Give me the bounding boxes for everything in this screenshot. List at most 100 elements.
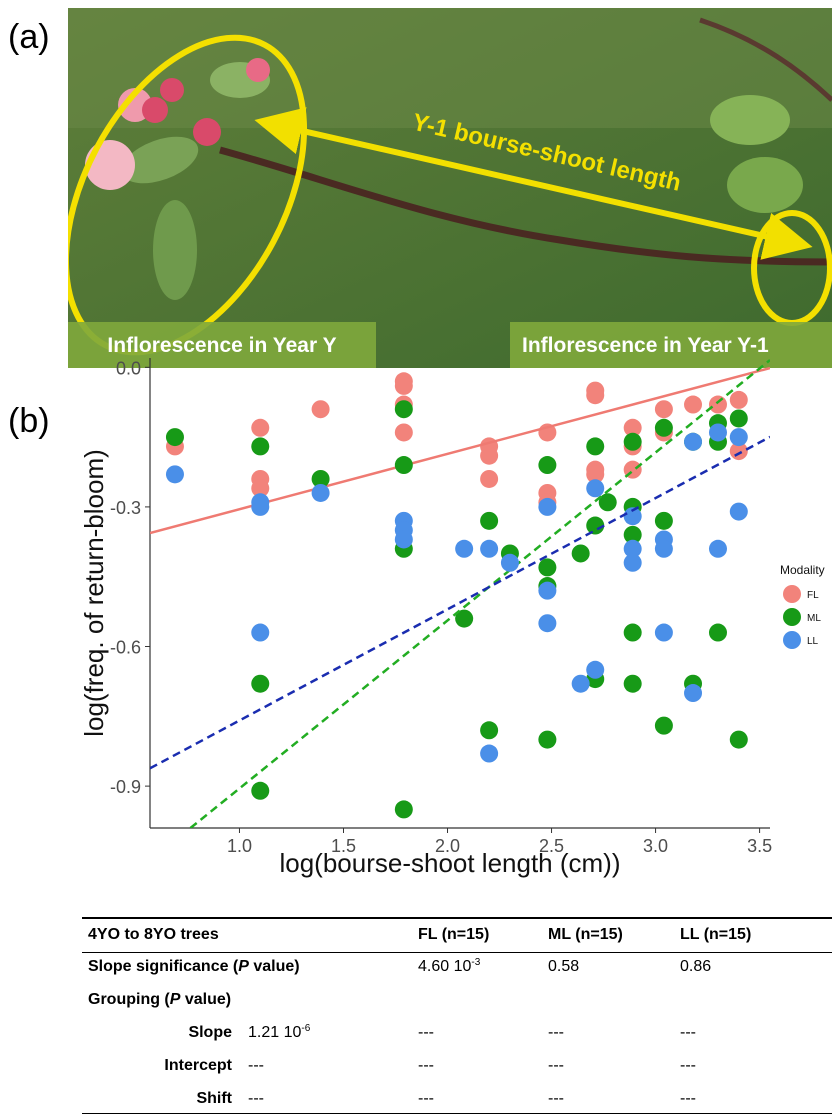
point <box>684 432 703 451</box>
x-tick-label: 1.5 <box>331 836 356 856</box>
table-cell: --- <box>680 1090 696 1107</box>
point <box>394 400 413 419</box>
x-tick-label: 3.0 <box>643 836 668 856</box>
point <box>538 730 557 749</box>
y-axis-title: log(freq. of return-bloom) <box>79 449 109 737</box>
point <box>654 400 673 419</box>
table-cell: --- <box>548 1090 564 1107</box>
table-cell: --- <box>548 1024 564 1041</box>
point <box>394 530 413 549</box>
point <box>729 428 748 447</box>
table-cell: --- <box>680 1024 696 1041</box>
point <box>654 716 673 735</box>
legend-label: ML <box>807 613 821 624</box>
table-cell: ML (n=15) <box>548 926 623 943</box>
point <box>538 558 557 577</box>
table-cell: --- <box>680 1057 696 1074</box>
photo-label: Inflorescence in Year Y-1 <box>522 334 769 357</box>
point <box>251 623 270 642</box>
point <box>251 437 270 456</box>
fit-line <box>150 366 770 535</box>
table-cell: LL (n=15) <box>680 926 752 943</box>
point <box>538 456 557 475</box>
table-cell: Intercept <box>164 1057 232 1074</box>
text-run: P <box>238 958 249 975</box>
point <box>311 469 330 488</box>
table-cell: FL (n=15) <box>418 926 490 943</box>
legend-label: FL <box>807 590 819 601</box>
point <box>623 525 642 544</box>
legend-label: LL <box>807 636 819 647</box>
text-run: 1.21 10 <box>248 1024 302 1041</box>
point <box>251 497 270 516</box>
point <box>311 483 330 502</box>
table-cell: --- <box>418 1024 434 1041</box>
legend-marker <box>783 585 801 603</box>
point <box>165 465 184 484</box>
point <box>708 539 727 558</box>
legend-marker <box>783 631 801 649</box>
y-tick-label: 0.0 <box>116 358 141 378</box>
text-run: -6 <box>301 1023 311 1034</box>
point <box>623 418 642 437</box>
legend-marker <box>783 608 801 626</box>
point <box>623 674 642 693</box>
point <box>455 609 474 628</box>
table-cell: 1.21 10-6 <box>248 1023 310 1043</box>
point <box>729 730 748 749</box>
point <box>394 456 413 475</box>
point <box>586 516 605 535</box>
point <box>586 465 605 484</box>
point <box>684 684 703 703</box>
point <box>394 423 413 442</box>
table-cell: Slope significance (P value) <box>88 957 300 977</box>
table-rule <box>82 917 832 919</box>
table-cell: Shift <box>196 1090 232 1107</box>
table-cell: --- <box>418 1057 434 1074</box>
photo-label: Inflorescence in Year Y <box>107 334 336 357</box>
x-tick-label: 1.0 <box>227 836 252 856</box>
point <box>623 623 642 642</box>
point <box>623 539 642 558</box>
point <box>251 418 270 437</box>
table-cell: --- <box>248 1090 264 1107</box>
point <box>538 581 557 600</box>
point <box>586 386 605 405</box>
fit-line <box>150 435 770 770</box>
table-cell: Slope <box>188 1024 232 1041</box>
point <box>623 507 642 526</box>
point <box>598 493 617 512</box>
point <box>623 553 642 572</box>
plot-area <box>150 359 770 828</box>
legend-title: Modality <box>780 563 825 577</box>
table-cell: Grouping (P value) <box>88 990 231 1010</box>
table-cell: --- <box>418 1090 434 1107</box>
table-rule <box>82 1113 832 1114</box>
text-run: -3 <box>471 957 481 968</box>
point <box>654 539 673 558</box>
point <box>311 400 330 419</box>
table-rule <box>82 952 832 953</box>
y-tick-label: -0.6 <box>110 638 141 658</box>
point <box>586 660 605 679</box>
point <box>538 497 557 516</box>
panel-label: (a) <box>8 18 50 56</box>
point <box>480 539 499 558</box>
text-run: Slope significance ( <box>88 958 239 975</box>
text-run: value) <box>248 958 300 975</box>
point <box>684 395 703 414</box>
photo: Y-1 bourse-shoot length Inflorescence in… <box>68 8 832 368</box>
table-cell: --- <box>248 1057 264 1074</box>
point <box>500 553 519 572</box>
point <box>538 614 557 633</box>
point <box>708 395 727 414</box>
text-run: Grouping ( <box>88 991 170 1008</box>
point <box>729 390 748 409</box>
point <box>654 623 673 642</box>
point <box>251 479 270 498</box>
point <box>586 479 605 498</box>
point <box>251 781 270 800</box>
point <box>394 376 413 395</box>
figure: (a) (b) Y-1 bourse-shoot length Inflores… <box>8 8 832 878</box>
